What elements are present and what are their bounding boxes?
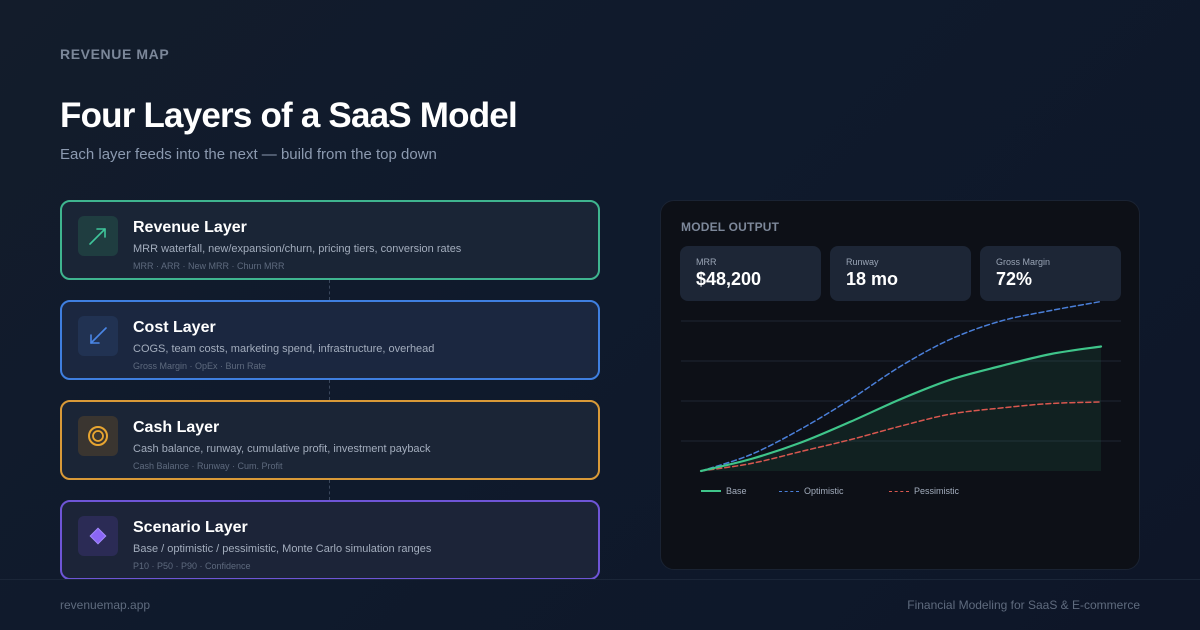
trend-down-arrow-icon: [78, 316, 118, 356]
layer-tags: P10 · P50 · P90 · Confidence: [133, 561, 251, 571]
layer-description: Base / optimistic / pessimistic, Monte C…: [133, 543, 432, 555]
layer-card-revenue[interactable]: Revenue Layer MRR waterfall, new/expansi…: [60, 200, 600, 280]
layer-description: COGS, team costs, marketing spend, infra…: [133, 343, 435, 355]
stat-value: 72%: [996, 269, 1033, 289]
layer-description: Cash balance, runway, cumulative profit,…: [133, 443, 431, 455]
stat-card-gross-margin: Gross Margin 72%: [980, 246, 1121, 301]
model-output-panel: MODEL OUTPUT MRR $48,200 Runway 18 mo Gr…: [660, 200, 1140, 570]
panel-title: MODEL OUTPUT: [681, 220, 780, 234]
layer-tags: MRR · ARR · New MRR · Churn MRR: [133, 261, 285, 271]
legend-swatch-solid: [701, 490, 721, 492]
legend-item-base: Base: [701, 486, 747, 496]
legend-label: Optimistic: [804, 486, 844, 496]
stat-value: $48,200: [696, 269, 762, 289]
layer-card-scenario[interactable]: Scenario Layer Base / optimistic / pessi…: [60, 500, 600, 580]
layer-tags: Gross Margin · OpEx · Burn Rate: [133, 361, 267, 371]
legend-item-optimistic: Optimistic: [779, 486, 844, 496]
trend-up-arrow-icon: [78, 216, 118, 256]
layer-connector: [329, 280, 330, 300]
stat-card-mrr: MRR $48,200: [680, 246, 821, 301]
coin-icon: [78, 416, 118, 456]
legend-item-pessimistic: Pessimistic: [889, 486, 959, 496]
base-area-fill: [701, 346, 1101, 471]
layer-description: MRR waterfall, new/expansion/churn, pric…: [133, 243, 462, 255]
legend-swatch-dashed: [889, 490, 909, 492]
stat-card-runway: Runway 18 mo: [830, 246, 971, 301]
series-line-base: [699, 345, 1103, 473]
page-title: Four Layers of a SaaS Model: [60, 96, 518, 135]
stat-value: 18 mo: [846, 269, 899, 289]
layer-card-cash[interactable]: Cash Layer Cash balance, runway, cumulat…: [60, 400, 600, 480]
footer-site-link[interactable]: revenuemap.app: [60, 598, 151, 612]
layer-connector: [329, 480, 330, 500]
footer-tagline: Financial Modeling for SaaS & E-commerce: [907, 598, 1140, 612]
layer-name: Revenue Layer: [133, 219, 247, 236]
legend-label: Pessimistic: [914, 486, 960, 496]
diamond-icon: [78, 516, 118, 556]
layer-name: Scenario Layer: [133, 519, 248, 536]
layer-name: Cash Layer: [133, 419, 220, 436]
stat-label: Gross Margin: [996, 257, 1051, 267]
legend-label: Base: [726, 486, 747, 496]
legend-swatch-dashed: [779, 490, 799, 492]
mrr-scenario-chart: [681, 300, 1121, 473]
layer-name: Cost Layer: [133, 319, 216, 336]
footer-divider: [0, 579, 1200, 580]
layer-card-cost[interactable]: Cost Layer COGS, team costs, marketing s…: [60, 300, 600, 380]
series-line-optimistic: [700, 300, 1102, 472]
brand-label: REVENUE MAP: [60, 46, 170, 62]
layer-connector: [329, 380, 330, 400]
page-subtitle: Each layer feeds into the next — build f…: [60, 146, 437, 163]
layer-tags: Cash Balance · Runway · Cum. Profit: [133, 461, 283, 471]
stat-label: MRR: [696, 257, 717, 267]
series-line-pessimistic: [700, 401, 1102, 472]
stat-label: Runway: [846, 257, 879, 267]
